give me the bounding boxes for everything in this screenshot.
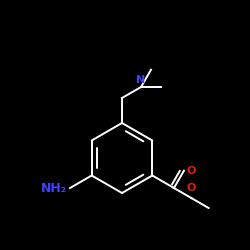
Text: O: O [186,183,196,193]
Text: N: N [136,75,146,85]
Text: NH₂: NH₂ [41,182,67,194]
Text: O: O [187,166,196,176]
